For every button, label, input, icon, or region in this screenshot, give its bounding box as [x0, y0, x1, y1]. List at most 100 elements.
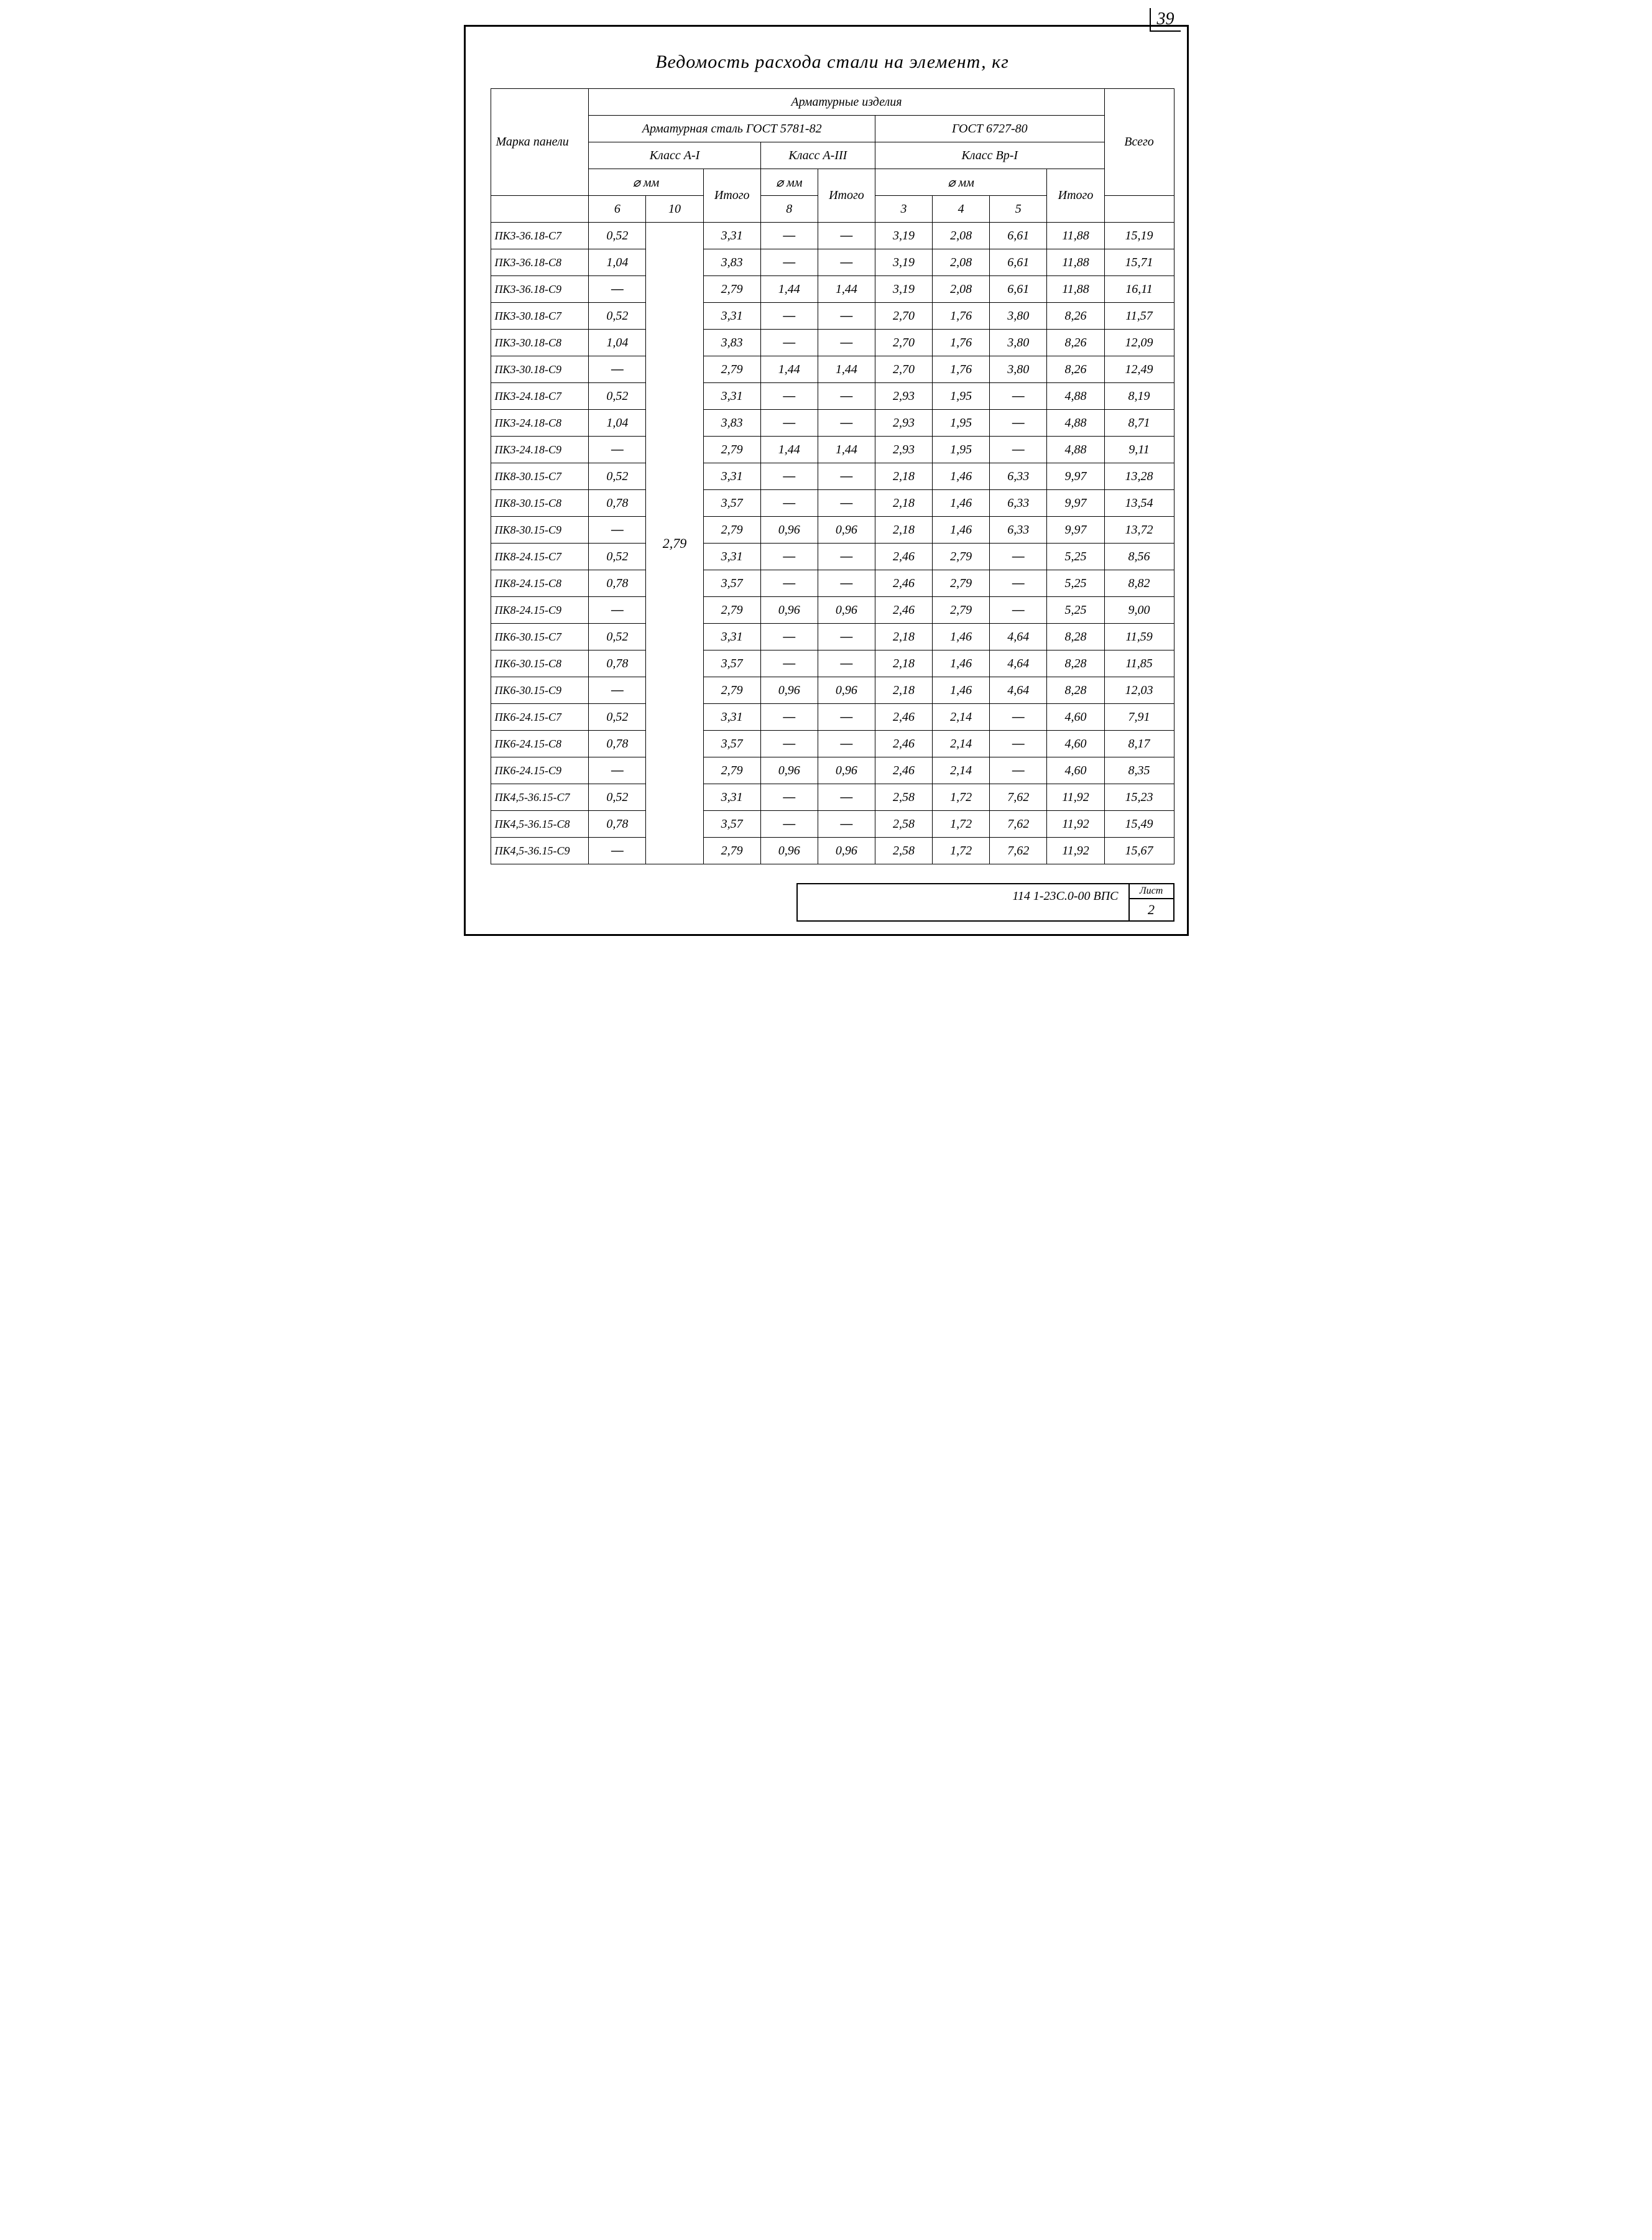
table-cell: ПК3-36.18-С9 — [491, 276, 589, 303]
table-cell: 11,88 — [1047, 276, 1104, 303]
table-cell: — — [760, 223, 818, 249]
table-row: ПК3-36.18-С70,522,793,31——3,192,086,6111… — [491, 223, 1174, 249]
table-cell: 2,79 — [703, 356, 760, 383]
table-cell: 4,60 — [1047, 757, 1104, 784]
table-cell: — — [990, 437, 1047, 463]
table-cell: 1,44 — [760, 276, 818, 303]
table-cell: 15,49 — [1104, 811, 1174, 838]
table-cell: ПК4,5-36.15-С8 — [491, 811, 589, 838]
table-cell: ПК3-30.18-С8 — [491, 330, 589, 356]
table-cell: 3,31 — [703, 784, 760, 811]
table-cell: 1,44 — [760, 356, 818, 383]
table-cell: 2,79 — [933, 570, 990, 597]
table-cell: 4,64 — [990, 677, 1047, 704]
table-cell: 8,56 — [1104, 544, 1174, 570]
table-cell: 0,96 — [760, 838, 818, 864]
table-cell: 1,44 — [760, 437, 818, 463]
table-cell: — — [760, 463, 818, 490]
table-cell: 0,96 — [760, 677, 818, 704]
header-d4: 4 — [933, 196, 990, 223]
header-class-a1: Класс А-I — [589, 142, 760, 169]
table-cell: 6,61 — [990, 223, 1047, 249]
table-cell: 1,46 — [933, 517, 990, 544]
header-d5: 5 — [990, 196, 1047, 223]
page-number: 39 — [1150, 8, 1181, 32]
table-cell: 4,88 — [1047, 437, 1104, 463]
table-cell: 1,72 — [933, 838, 990, 864]
table-cell: 0,96 — [760, 757, 818, 784]
table-cell: ПК3-30.18-С9 — [491, 356, 589, 383]
table-cell: 3,31 — [703, 223, 760, 249]
table-cell: — — [589, 597, 646, 624]
table-cell: 3,80 — [990, 356, 1047, 383]
table-cell: 1,44 — [818, 276, 875, 303]
table-cell: 0,78 — [589, 731, 646, 757]
table-cell: 7,62 — [990, 784, 1047, 811]
table-cell: ПК6-24.15-С9 — [491, 757, 589, 784]
footer: 114 1-23С.0-00 ВПС Лист 2 — [491, 883, 1174, 922]
header-d8: 8 — [760, 196, 818, 223]
table-cell: 8,26 — [1047, 303, 1104, 330]
table-cell: 3,57 — [703, 811, 760, 838]
table-cell: — — [760, 383, 818, 410]
table-row: ПК6-30.15-С70,523,31——2,181,464,648,2811… — [491, 624, 1174, 650]
table-cell: 0,78 — [589, 650, 646, 677]
table-cell: — — [589, 356, 646, 383]
table-cell: 2,79 — [703, 597, 760, 624]
table-cell: 0,78 — [589, 490, 646, 517]
table-cell: 15,23 — [1104, 784, 1174, 811]
table-cell: 0,96 — [760, 517, 818, 544]
table-row: ПК3-30.18-С70,523,31——2,701,763,808,2611… — [491, 303, 1174, 330]
table-cell: 2,46 — [875, 570, 932, 597]
table-row: ПК6-30.15-С80,783,57——2,181,464,648,2811… — [491, 650, 1174, 677]
table-cell: — — [990, 410, 1047, 437]
table-cell: — — [760, 650, 818, 677]
table-cell: 11,88 — [1047, 223, 1104, 249]
table-cell: 0,52 — [589, 544, 646, 570]
table-cell: — — [990, 704, 1047, 731]
table-cell: 3,57 — [703, 570, 760, 597]
table-cell: — — [990, 544, 1047, 570]
table-cell: — — [760, 490, 818, 517]
table-cell: — — [589, 437, 646, 463]
table-cell: 2,58 — [875, 838, 932, 864]
header-class-vr1: Класс Вр-I — [875, 142, 1104, 169]
header-phi-a3: ⌀ мм — [760, 169, 818, 196]
table-cell: 8,28 — [1047, 624, 1104, 650]
table-cell: ПК3-24.18-С9 — [491, 437, 589, 463]
table-cell: — — [818, 383, 875, 410]
table-cell: 1,72 — [933, 811, 990, 838]
footer-list-label: Лист — [1130, 884, 1173, 899]
table-cell: 9,97 — [1047, 463, 1104, 490]
table-cell: 0,52 — [589, 704, 646, 731]
table-cell: 0,52 — [589, 383, 646, 410]
table-cell: — — [990, 597, 1047, 624]
header-phi-vr: ⌀ мм — [875, 169, 1046, 196]
table-cell: 1,46 — [933, 677, 990, 704]
table-cell: ПК3-24.18-С8 — [491, 410, 589, 437]
table-cell: ПК8-30.15-С8 — [491, 490, 589, 517]
table-cell: 6,33 — [990, 463, 1047, 490]
table-cell: 0,52 — [589, 624, 646, 650]
header-gost1: Арматурная сталь ГОСТ 5781-82 — [589, 116, 875, 142]
table-cell: 11,85 — [1104, 650, 1174, 677]
table-row: ПК8-24.15-С80,783,57——2,462,79—5,258,82 — [491, 570, 1174, 597]
table-cell: ПК4,5-36.15-С9 — [491, 838, 589, 864]
merged-d10-cell: 2,79 — [646, 223, 703, 864]
table-cell: 2,46 — [875, 597, 932, 624]
table-cell: — — [760, 544, 818, 570]
table-cell: 9,11 — [1104, 437, 1174, 463]
table-cell: 8,28 — [1047, 650, 1104, 677]
table-cell: 9,00 — [1104, 597, 1174, 624]
table-body: ПК3-36.18-С70,522,793,31——3,192,086,6111… — [491, 223, 1174, 864]
table-cell: 5,25 — [1047, 570, 1104, 597]
header-group-top: Арматурные изделия — [589, 89, 1104, 116]
header-d10: 10 — [646, 196, 703, 223]
table-cell: 2,79 — [703, 757, 760, 784]
table-cell: — — [760, 410, 818, 437]
table-row: ПК8-24.15-С70,523,31——2,462,79—5,258,56 — [491, 544, 1174, 570]
table-row: ПК4,5-36.15-С70,523,31——2,581,727,6211,9… — [491, 784, 1174, 811]
table-cell: 3,19 — [875, 276, 932, 303]
table-cell: — — [818, 704, 875, 731]
table-cell: 2,79 — [703, 517, 760, 544]
